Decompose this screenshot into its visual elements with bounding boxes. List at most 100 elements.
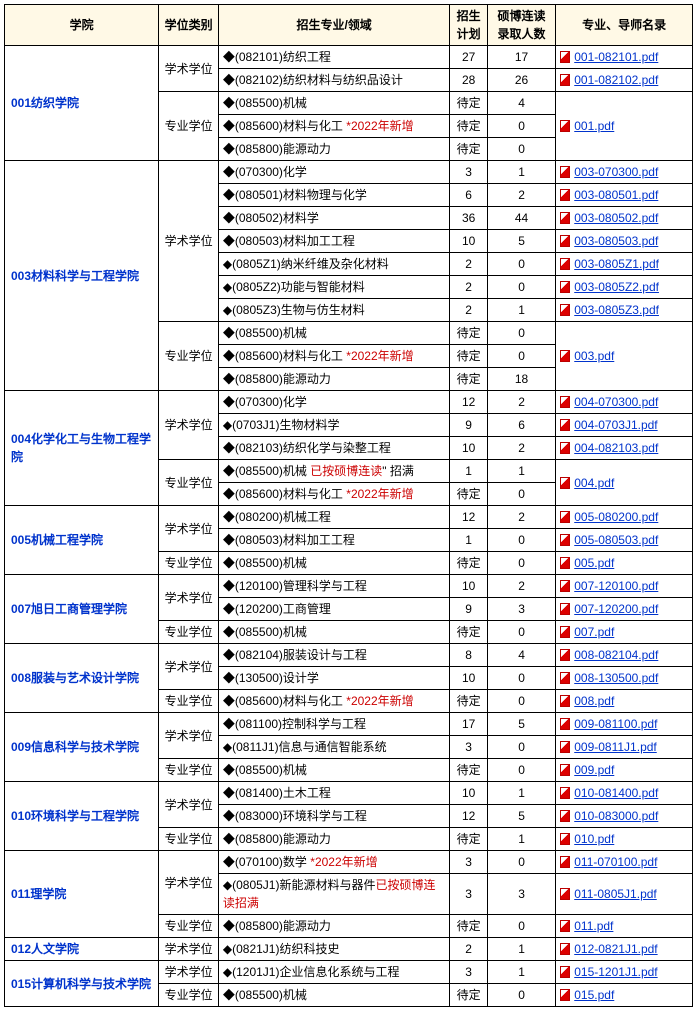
sb-cell: 1 [487,782,555,805]
pdf-cell: 005.pdf [556,552,693,575]
pdf-link[interactable]: 005-080200.pdf [574,510,658,524]
major-cell: ◆(070300)化学 [218,161,450,184]
pdf-link[interactable]: 003-070300.pdf [574,165,658,179]
college-008: 008服装与艺术设计学院 [5,644,159,713]
major-cell: ◆(082102)纺织材料与纺织品设计 [218,69,450,92]
pdf-link[interactable]: 010-083000.pdf [574,809,658,823]
pdf-link[interactable]: 009-081100.pdf [574,717,657,731]
pdf-link[interactable]: 004-082103.pdf [574,441,658,455]
pdf-link[interactable]: 009-0811J1.pdf [574,740,657,754]
major-cell: ◆(070100)数学 *2022年新增 [218,851,450,874]
plan-cell: 12 [450,391,487,414]
pdf-link[interactable]: 003-0805Z1.pdf [574,257,659,271]
plan-cell: 待定 [450,92,487,115]
table-row: 015计算机科学与技术学院 学术学位 ◆(1201J1)企业信息化系统与工程31… [5,961,693,984]
plan-cell: 2 [450,299,487,322]
pdf-cell: 004-082103.pdf [556,437,693,460]
pdf-link[interactable]: 001-082102.pdf [574,73,658,87]
pdf-link[interactable]: 003-080501.pdf [574,188,658,202]
plan-cell: 1 [450,529,487,552]
major-cell: ◆(120200)工商管理 [218,598,450,621]
major-cell: ◆(0703J1)生物材料学 [218,414,450,437]
pdf-link[interactable]: 008-082104.pdf [574,648,658,662]
plan-cell: 12 [450,506,487,529]
major-text: (120200)工商管理 [235,602,331,616]
pdf-link[interactable]: 004-070300.pdf [574,395,658,409]
pdf-cell: 012-0821J1.pdf [556,938,693,961]
major-cell: ◆(080200)机械工程 [218,506,450,529]
pdf-link[interactable]: 010.pdf [574,832,614,846]
pdf-icon [560,989,570,1001]
degree-cell: 学术学位 [159,961,219,984]
major-text: (070100)数学 [235,855,307,869]
table-row: 009信息科学与技术学院 学术学位 ◆(081100)控制科学与工程175 00… [5,713,693,736]
pdf-link[interactable]: 003.pdf [574,349,614,363]
pdf-link[interactable]: 010-081400.pdf [574,786,658,800]
major-text: (080501)材料物理与化学 [235,188,367,202]
pdf-link[interactable]: 007-120200.pdf [574,602,658,616]
pdf-link[interactable]: 007-120100.pdf [574,579,658,593]
pdf-link[interactable]: 001.pdf [574,119,614,133]
major-cell: ◆(085600)材料与化工 *2022年新增 [218,483,450,506]
plan-cell: 3 [450,736,487,759]
major-cell: ◆(085800)能源动力 [218,915,450,938]
sb-cell: 0 [487,529,555,552]
th-major: 招生专业/领域 [218,5,450,46]
pdf-link[interactable]: 015.pdf [574,988,614,1002]
pdf-icon [560,649,570,661]
major-text: (080502)材料学 [235,211,319,225]
college-004: 004化学化工与生物工程学院 [5,391,159,506]
pdf-link[interactable]: 001-082101.pdf [574,50,658,64]
major-text: (085500)机械 [235,464,307,478]
major-text: (085800)能源动力 [235,919,331,933]
pdf-cell: 001-082102.pdf [556,69,693,92]
pdf-link[interactable]: 004.pdf [574,476,614,490]
sb-cell: 5 [487,713,555,736]
major-text: (0805J1)新能源材料与器件 [232,878,375,892]
plan-cell: 待定 [450,759,487,782]
pdf-link[interactable]: 007.pdf [574,625,614,639]
major-text: (085500)机械 [235,96,307,110]
plan-cell: 10 [450,230,487,253]
pdf-link[interactable]: 011.pdf [574,919,613,933]
pdf-link[interactable]: 005-080503.pdf [574,533,658,547]
table-row: 005机械工程学院 学术学位 ◆(080200)机械工程122 005-0802… [5,506,693,529]
pdf-cell: 003-080502.pdf [556,207,693,230]
pdf-cell: 011-070100.pdf [556,851,693,874]
degree-cell: 专业学位 [159,460,219,506]
plan-cell: 2 [450,276,487,299]
pdf-link[interactable]: 008-130500.pdf [574,671,658,685]
plan-cell: 待定 [450,621,487,644]
major-text: (082102)纺织材料与纺织品设计 [235,73,403,87]
pdf-cell: 003-080501.pdf [556,184,693,207]
pdf-link[interactable]: 003-080503.pdf [574,234,658,248]
pdf-cell: 003-0805Z2.pdf [556,276,693,299]
pdf-link[interactable]: 004-0703J1.pdf [574,418,657,432]
major-cell: ◆(080501)材料物理与化学 [218,184,450,207]
major-text: (0811J1)信息与通信智能系统 [232,740,386,754]
major-cell: ◆(085600)材料与化工 *2022年新增 [218,690,450,713]
pdf-link[interactable]: 005.pdf [574,556,614,570]
pdf-cell: 007-120200.pdf [556,598,693,621]
pdf-link[interactable]: 008.pdf [574,694,614,708]
pdf-cell: 008-130500.pdf [556,667,693,690]
sb-cell: 0 [487,621,555,644]
pdf-link[interactable]: 009.pdf [574,763,614,777]
major-cell: ◆(0805Z3)生物与仿生材料 [218,299,450,322]
degree-cell: 专业学位 [159,690,219,713]
degree-cell: 专业学位 [159,759,219,782]
pdf-icon [560,580,570,592]
pdf-link[interactable]: 012-0821J1.pdf [574,942,657,956]
plan-cell: 2 [450,938,487,961]
major-text: (085500)机械 [235,326,307,340]
pdf-link[interactable]: 015-1201J1.pdf [574,965,657,979]
pdf-link[interactable]: 011-070100.pdf [574,855,657,869]
pdf-link[interactable]: 003-080502.pdf [574,211,658,225]
pdf-link[interactable]: 003-0805Z2.pdf [574,280,659,294]
pdf-link[interactable]: 003-0805Z3.pdf [574,303,659,317]
pdf-link[interactable]: 011-0805J1.pdf [574,887,657,901]
th-plan: 招生计划 [450,5,487,46]
pdf-icon [560,534,570,546]
plan-cell: 12 [450,805,487,828]
major-cell: ◆(080502)材料学 [218,207,450,230]
